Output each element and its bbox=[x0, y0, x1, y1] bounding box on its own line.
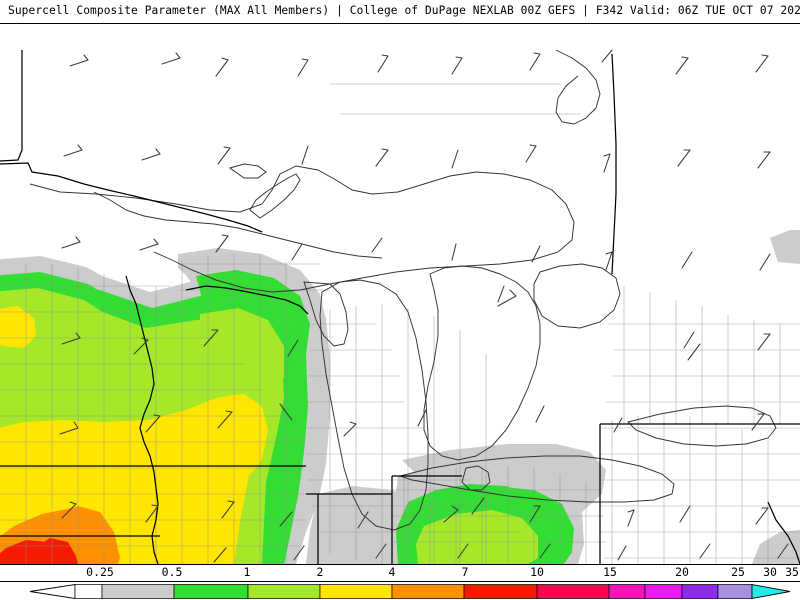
colorbar-tick-7: 15 bbox=[603, 565, 617, 579]
canada-coast bbox=[555, 49, 601, 125]
colorbar-axis-line bbox=[0, 581, 800, 582]
isle-royale bbox=[228, 163, 267, 179]
title-bar: Supercell Composite Parameter (MAX All M… bbox=[0, 0, 800, 23]
colorbar-tick-6: 10 bbox=[530, 565, 544, 579]
colorbar-band-crimson bbox=[536, 584, 610, 599]
map-svg bbox=[0, 49, 800, 564]
colorbar-band-magenta bbox=[644, 584, 683, 599]
county-borders bbox=[0, 83, 800, 564]
st-clair bbox=[461, 465, 491, 491]
georgian-bay bbox=[533, 263, 621, 329]
colorbar-band-white bbox=[74, 584, 103, 599]
colorbar-tick-0: 0.25 bbox=[86, 565, 114, 579]
colorbar-band-yellow bbox=[319, 584, 393, 599]
colorbar-swatches[interactable] bbox=[0, 583, 800, 600]
colorbar-tick-1: 0.5 bbox=[161, 565, 183, 579]
lake-michigan-outline bbox=[319, 279, 429, 531]
lake-erie-outline bbox=[398, 455, 675, 503]
colorbar-tick-10: 30 bbox=[763, 565, 777, 579]
colorbar-extend-low bbox=[29, 583, 76, 600]
lake-superior-south-coast bbox=[93, 191, 383, 259]
colorbar-band-green bbox=[173, 584, 249, 599]
colorbar-tick-8: 20 bbox=[675, 565, 689, 579]
keweenaw bbox=[249, 173, 301, 219]
scp-contour-fill bbox=[0, 230, 800, 564]
colorbar-tick-11: 35 bbox=[785, 565, 799, 579]
colorbar-band-pink bbox=[608, 584, 646, 599]
band-2-yellow-mn-pocket bbox=[0, 306, 36, 348]
band-0p25-gray-ny-corner bbox=[770, 230, 800, 264]
lake-huron-outline bbox=[423, 265, 541, 461]
colorbar-extend-high bbox=[751, 583, 791, 600]
colorbar-band-violet bbox=[717, 584, 753, 599]
colorbar-tick-9: 25 bbox=[731, 565, 745, 579]
colorbar-band-orange bbox=[391, 584, 465, 599]
colorbar-tick-5: 7 bbox=[461, 565, 469, 579]
band-1-yellowgreen-oh bbox=[416, 510, 538, 564]
band-0p25-gray-pa-sliver bbox=[752, 530, 800, 564]
page-title: Supercell Composite Parameter (MAX All M… bbox=[8, 4, 800, 17]
colorbar-band-purple bbox=[681, 584, 719, 599]
band-1-yellowgreen-wi bbox=[200, 308, 284, 392]
state-borders bbox=[0, 50, 800, 564]
green-bay bbox=[303, 281, 349, 347]
wind-barbs bbox=[59, 49, 789, 563]
colorbar-band-red bbox=[463, 584, 538, 599]
lake-ontario-outline bbox=[627, 405, 777, 447]
colorbar-band-gray bbox=[101, 584, 175, 599]
colorbar-tick-4: 4 bbox=[388, 565, 396, 579]
colorbar-tick-2: 1 bbox=[243, 565, 251, 579]
colorbar-tick-3: 2 bbox=[316, 565, 324, 579]
colorbar: 0.25 0.5 1 2 4 7 10 15 20 25 30 35 bbox=[0, 565, 800, 600]
band-0p5-green-lakemi-strip bbox=[262, 310, 308, 564]
colorbar-band-ltgreen bbox=[247, 584, 321, 599]
coastlines-great-lakes bbox=[29, 49, 777, 531]
map-canvas[interactable] bbox=[0, 23, 800, 565]
